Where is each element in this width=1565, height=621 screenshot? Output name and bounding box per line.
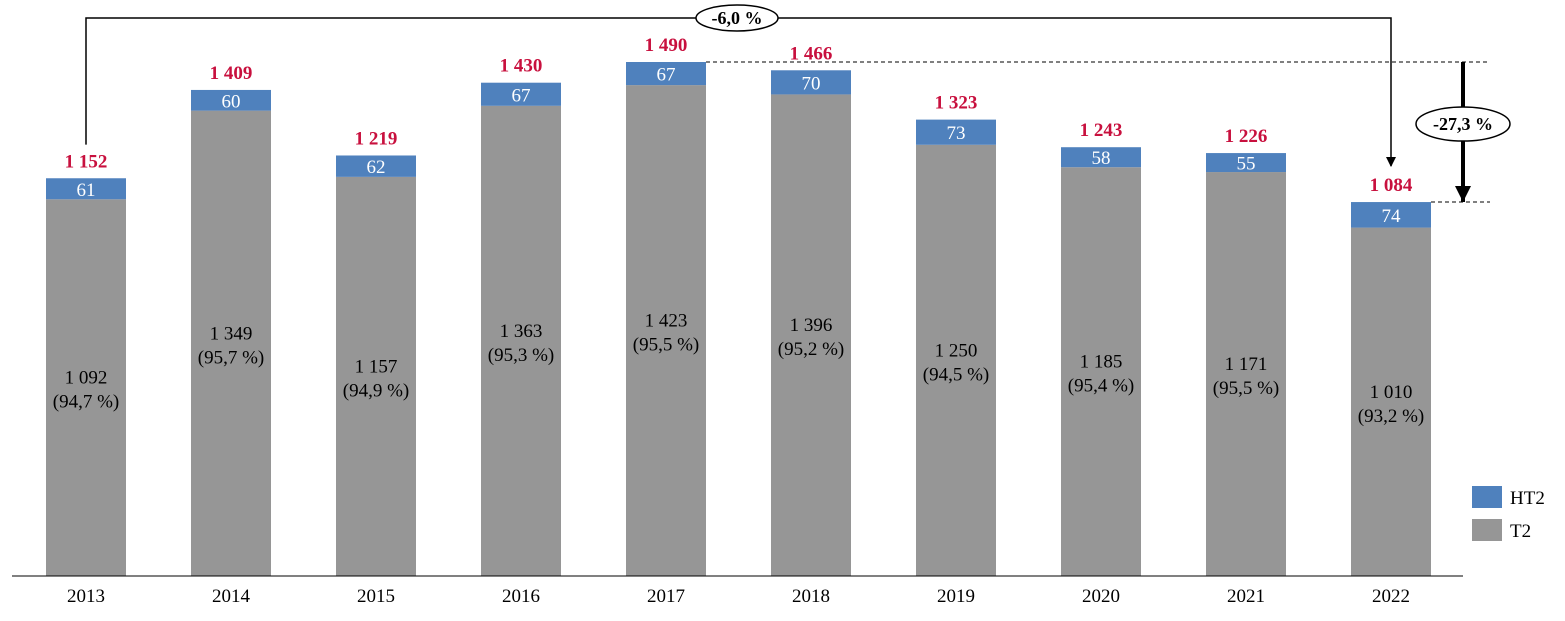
label-t2-2015: 1 157 xyxy=(355,356,398,377)
x-tick-2018: 2018 xyxy=(792,586,830,607)
x-tick-2021: 2021 xyxy=(1227,586,1265,607)
label-t2-share-2014: (95,7 %) xyxy=(198,347,264,368)
label-total-2017: 1 490 xyxy=(645,35,688,56)
annotation-overall-change: -6,0 % xyxy=(712,8,763,28)
label-total-2022: 1 084 xyxy=(1370,175,1413,196)
label-ht2-2021: 55 xyxy=(1237,154,1256,175)
label-t2-share-2015: (94,9 %) xyxy=(343,380,409,401)
x-tick-2015: 2015 xyxy=(357,586,395,607)
bar-t2-2014 xyxy=(191,110,271,577)
bar-t2-2017 xyxy=(626,85,706,576)
x-tick-2020: 2020 xyxy=(1082,586,1120,607)
bar-ht2-2019 xyxy=(916,119,996,145)
label-total-2019: 1 323 xyxy=(935,93,978,114)
bar-ht2-2022 xyxy=(1351,202,1431,228)
bracket-arrow xyxy=(85,17,1396,168)
label-t2-share-2013: (94,7 %) xyxy=(53,392,119,413)
label-t2-2017: 1 423 xyxy=(645,311,688,332)
label-t2-2016: 1 363 xyxy=(500,321,543,342)
bar-t2-2018 xyxy=(771,94,851,576)
label-ht2-2017: 67 xyxy=(657,65,676,86)
x-tick-2016: 2016 xyxy=(502,586,540,607)
bars-layer: 61 1 092 (94,7 %) 1 152 2013 60 1 349 (95,7 %) 1… xyxy=(46,35,1431,607)
label-t2-share-2022: (93,2 %) xyxy=(1358,406,1424,427)
label-t2-2019: 1 250 xyxy=(935,340,978,361)
bar-t2-2022 xyxy=(1351,227,1431,576)
label-ht2-2018: 70 xyxy=(802,73,821,94)
label-t2-share-2021: (95,5 %) xyxy=(1213,378,1279,399)
label-ht2-2022: 74 xyxy=(1382,206,1402,227)
label-t2-share-2016: (95,3 %) xyxy=(488,345,554,366)
bar-ht2-2014 xyxy=(191,89,271,111)
label-ht2-2016: 67 xyxy=(512,85,531,106)
label-ht2-2014: 60 xyxy=(222,91,241,112)
bar-ht2-2020 xyxy=(1061,147,1141,168)
label-t2-2022: 1 010 xyxy=(1370,382,1413,403)
x-tick-2019: 2019 xyxy=(937,586,975,607)
label-total-2016: 1 430 xyxy=(500,56,543,77)
annotation-peak-change: -27,3 % xyxy=(1433,114,1493,134)
bar-ht2-2018 xyxy=(771,70,851,95)
label-ht2-2015: 62 xyxy=(367,157,386,178)
label-t2-2014: 1 349 xyxy=(210,323,253,344)
label-t2-2020: 1 185 xyxy=(1080,352,1123,373)
label-t2-share-2018: (95,2 %) xyxy=(778,339,844,360)
label-total-2014: 1 409 xyxy=(210,63,253,84)
legend-swatch-ht2 xyxy=(1472,486,1502,508)
legend-swatch-t2 xyxy=(1472,519,1502,541)
legend-label-t2: T2 xyxy=(1510,521,1531,542)
x-tick-2014: 2014 xyxy=(212,586,251,607)
x-tick-2013: 2013 xyxy=(67,586,105,607)
label-t2-2021: 1 171 xyxy=(1225,354,1268,375)
bar-t2-2020 xyxy=(1061,167,1141,576)
bar-t2-2015 xyxy=(336,176,416,576)
legend: HT2 T2 xyxy=(1472,486,1545,542)
label-total-2015: 1 219 xyxy=(355,128,398,149)
label-t2-2013: 1 092 xyxy=(65,368,108,389)
bar-ht2-2013 xyxy=(46,178,126,200)
annotation-ellipse-overall xyxy=(695,4,779,32)
x-tick-2022: 2022 xyxy=(1372,586,1410,607)
bar-t2-2016 xyxy=(481,105,561,577)
label-t2-share-2019: (94,5 %) xyxy=(923,364,989,385)
label-ht2-2019: 73 xyxy=(947,123,966,144)
bar-t2-2013 xyxy=(46,199,126,577)
bar-t2-2019 xyxy=(916,144,996,577)
bar-ht2-2017 xyxy=(626,62,706,86)
label-t2-2018: 1 396 xyxy=(790,315,833,336)
x-tick-2017: 2017 xyxy=(647,586,685,607)
label-t2-share-2020: (95,4 %) xyxy=(1068,376,1134,397)
annotations-layer: -6,0 % -27,3 % xyxy=(85,4,1511,203)
legend-label-ht2: HT2 xyxy=(1510,488,1545,509)
label-total-2013: 1 152 xyxy=(65,151,108,172)
bar-ht2-2016 xyxy=(481,82,561,106)
bar-ht2-2021 xyxy=(1206,153,1286,173)
bar-ht2-2015 xyxy=(336,155,416,177)
label-ht2-2020: 58 xyxy=(1092,148,1111,169)
label-total-2021: 1 226 xyxy=(1225,126,1268,147)
label-ht2-2013: 61 xyxy=(77,180,96,201)
label-t2-share-2017: (95,5 %) xyxy=(633,335,699,356)
label-total-2020: 1 243 xyxy=(1080,120,1123,141)
label-total-2018: 1 466 xyxy=(790,43,833,64)
bar-t2-2021 xyxy=(1206,172,1286,576)
annotation-ellipse-peak xyxy=(1415,106,1511,142)
